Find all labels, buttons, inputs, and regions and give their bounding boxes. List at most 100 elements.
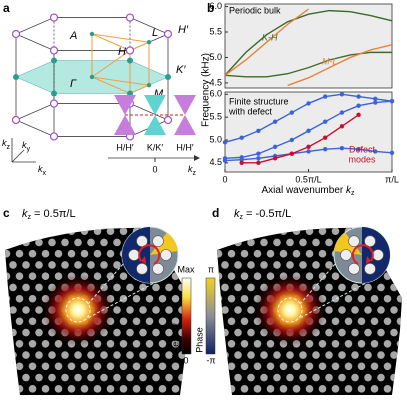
rod (93, 339, 102, 348)
circulation-arrow (351, 244, 374, 265)
rod (176, 227, 184, 235)
k-point (13, 74, 19, 80)
rod (325, 283, 333, 292)
rod (217, 294, 223, 303)
rod (41, 249, 50, 258)
rod (191, 239, 199, 247)
rod (22, 283, 30, 292)
rod (145, 385, 154, 393)
rod (286, 351, 294, 359)
label-base: k (22, 208, 28, 220)
rod (331, 317, 340, 326)
rod (292, 227, 301, 235)
rod (198, 363, 206, 371)
rod (191, 306, 199, 314)
zoom-line (299, 262, 337, 305)
rod (165, 373, 173, 382)
series-marker (356, 146, 361, 152)
rod (253, 385, 262, 393)
rod (113, 373, 121, 382)
label-sub: z (28, 214, 32, 221)
rod (158, 362, 167, 371)
rod (119, 385, 128, 393)
rod (247, 351, 255, 359)
rod (240, 385, 249, 393)
rod (80, 385, 89, 393)
series-marker (323, 146, 328, 152)
rod (119, 272, 128, 281)
rod (35, 373, 43, 382)
rod (292, 362, 301, 371)
rod (357, 362, 366, 371)
rod (100, 373, 108, 382)
y-tick-label: 5.5 (209, 26, 222, 36)
rod (247, 373, 255, 382)
rod (357, 385, 366, 393)
rod (198, 317, 206, 325)
inset-rod (136, 263, 148, 275)
rod (41, 339, 50, 348)
h-point (11, 29, 21, 39)
x-tick-label: 0.5π/L (295, 174, 321, 184)
series-marker (373, 149, 378, 154)
rod (364, 328, 372, 337)
rod (396, 227, 402, 235)
rod (331, 272, 340, 281)
rod (377, 351, 385, 359)
rod (305, 227, 314, 235)
k-point (127, 57, 133, 64)
x-tick-label: π/L (385, 174, 399, 184)
rod (312, 238, 320, 247)
annotation: K-H (262, 32, 278, 42)
y-axis-label: Frequency (kHz) (201, 53, 212, 127)
rod (273, 351, 281, 359)
rod (370, 385, 379, 393)
rod (299, 261, 307, 269)
inset-rod (340, 249, 352, 261)
rod (106, 385, 115, 393)
series-marker (373, 100, 378, 105)
rod (191, 284, 199, 292)
rod (93, 249, 102, 258)
rod (396, 317, 402, 326)
rod (119, 362, 128, 371)
rod (390, 306, 398, 314)
rod (390, 216, 398, 224)
rod (119, 294, 128, 303)
rod (139, 216, 147, 224)
rod (338, 216, 346, 224)
panel-letter: a (3, 1, 10, 15)
kz-arrow (194, 155, 200, 161)
rod (15, 249, 24, 258)
rod (292, 249, 301, 258)
rod (113, 351, 121, 359)
rod (240, 339, 249, 348)
rod (204, 216, 212, 224)
rod (221, 283, 229, 292)
rod (227, 272, 236, 281)
rod (227, 294, 236, 303)
rod (106, 362, 115, 371)
rod (266, 272, 275, 281)
rod (61, 238, 69, 247)
rod (41, 385, 50, 393)
rod (191, 374, 199, 382)
rod (305, 362, 314, 371)
rod (370, 317, 379, 326)
rod (22, 351, 30, 359)
rod (227, 385, 236, 393)
rod (22, 373, 30, 382)
rod (28, 294, 37, 303)
rod (87, 238, 95, 247)
rod (299, 351, 307, 359)
rod (325, 216, 333, 224)
rod (273, 261, 281, 269)
rod (266, 227, 275, 235)
rod (54, 339, 63, 348)
inset-rod (136, 235, 148, 247)
rod (195, 306, 203, 314)
rod (156, 216, 164, 224)
rod (132, 339, 141, 348)
inset-rod (160, 249, 172, 261)
rod (22, 328, 30, 337)
